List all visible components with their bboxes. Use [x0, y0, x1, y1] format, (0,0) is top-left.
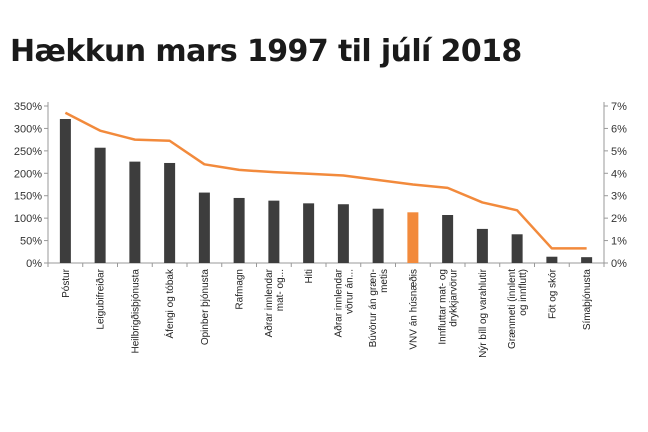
- bar: [337, 204, 349, 263]
- x-tick-label: VNV án húsnæðis: [407, 269, 419, 350]
- x-tick-label: Grænmeti (innlentog innflutt): [507, 269, 529, 349]
- y-left-tick-label: 50%: [20, 236, 42, 248]
- bar: [198, 192, 210, 263]
- x-tick-label: Innfluttar mat- ogdrykkjarvörur: [438, 268, 460, 344]
- y-right-tick-label: 2%: [611, 213, 627, 225]
- bar: [303, 203, 315, 263]
- y-left-tick-label: 200%: [14, 168, 42, 180]
- x-tick-label: Póstur: [61, 268, 72, 298]
- x-tick-label: Búvörur án græn-metis: [368, 269, 390, 347]
- bar: [511, 234, 523, 263]
- x-tick-label: Áfengi og tóbak: [163, 268, 176, 338]
- y-left-tick-label: 350%: [14, 101, 42, 113]
- bar: [581, 257, 593, 263]
- bar: [129, 161, 141, 263]
- bar: [442, 215, 454, 263]
- x-tick-label: Opinber þjónusta: [200, 269, 211, 346]
- x-tick-label: Aðrar innlendarvörur án...: [332, 268, 355, 337]
- chart-title: Hækkun mars 1997 til júlí 2018: [10, 34, 522, 69]
- x-tick-label: Símaþjónusta: [582, 269, 593, 331]
- bar: [233, 197, 245, 263]
- x-tick-label: Aðrar innlendarmat- og...: [263, 268, 286, 337]
- y-right-tick-label: 5%: [611, 146, 627, 158]
- line-series: [64, 111, 587, 250]
- x-tick-label: Föt og skór: [547, 268, 558, 319]
- bar: [94, 147, 106, 263]
- bar: [164, 162, 176, 263]
- x-tick-label: Rafmagn: [235, 269, 246, 310]
- y-right-tick-label: 0%: [611, 258, 627, 270]
- bar: [407, 212, 419, 263]
- y-right-tick-label: 1%: [611, 236, 627, 248]
- x-tick-label: Leigubifreiðar: [95, 268, 107, 329]
- y-left-tick-label: 300%: [14, 123, 42, 135]
- bar: [476, 228, 488, 263]
- bar: [59, 119, 71, 263]
- y-right-tick-label: 4%: [611, 168, 627, 180]
- y-left-tick-label: 150%: [14, 191, 42, 203]
- x-tick-label: Hiti: [304, 269, 315, 283]
- y-left-tick-label: 100%: [14, 213, 42, 225]
- bar: [372, 208, 384, 263]
- y-right-tick-label: 7%: [611, 101, 627, 113]
- x-tick-label: Nýr bíll og varahlutir: [478, 268, 489, 358]
- bar: [546, 256, 558, 263]
- x-tick-label: Heilbrigðisþjónusta: [129, 269, 141, 354]
- y-right-tick-label: 3%: [611, 191, 627, 203]
- bar: [268, 200, 280, 263]
- y-left-tick-label: 250%: [14, 146, 42, 158]
- y-left-tick-label: 0%: [26, 258, 42, 270]
- y-right-tick-label: 6%: [611, 123, 627, 135]
